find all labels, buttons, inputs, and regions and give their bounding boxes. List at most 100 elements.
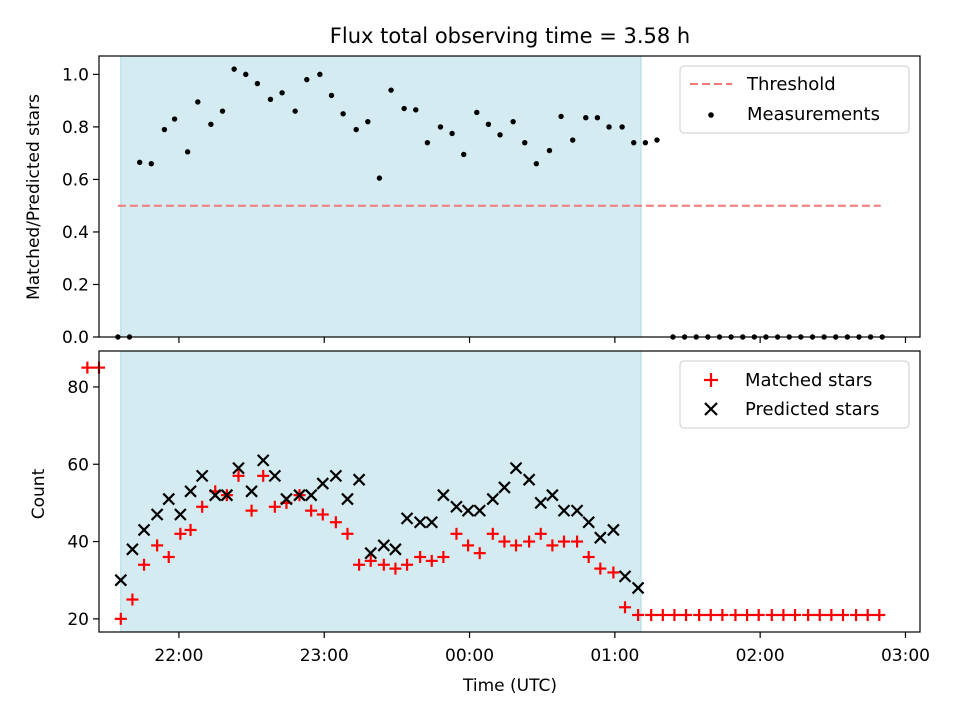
matched-point (850, 608, 863, 621)
matched-point (486, 527, 499, 540)
x-tick-label: 22:00 (154, 646, 203, 666)
measurement-point (631, 139, 637, 146)
matched-point (632, 608, 645, 621)
y-tick-label: 0.0 (62, 328, 89, 348)
predicted-point (232, 461, 245, 475)
matched-point (607, 566, 620, 579)
y-tick-label: 0.2 (62, 275, 89, 295)
predicted-point (498, 481, 511, 494)
measurement-point (558, 113, 564, 120)
measurement-point (594, 115, 601, 121)
y-axis-label-top: Matched/Predicted stars (24, 94, 44, 300)
predicted-point (245, 485, 258, 498)
matched-point (668, 608, 681, 621)
matched-point (813, 608, 826, 621)
matched-point (594, 562, 607, 575)
predicted-point (400, 512, 414, 525)
x-axis-label: Time (UTC) (462, 676, 557, 696)
x-axis-ticks-bottom: 22:00 23:00 00:00 01:00 02:00 03:00 (154, 632, 930, 666)
y-tick-label: 0.8 (62, 118, 89, 138)
measurement-point (533, 160, 540, 167)
matched-point (316, 508, 329, 521)
predicted-point (618, 570, 632, 583)
y-tick-label: 60 (67, 455, 89, 475)
x-axis-ticks-top (178, 337, 907, 343)
matched-point (257, 469, 270, 482)
measurement-point (304, 76, 310, 83)
measurement-point (522, 139, 528, 146)
measurement-point (365, 118, 371, 125)
matched-point (174, 527, 187, 540)
measurement-point (401, 105, 407, 112)
measurement-point (219, 108, 226, 114)
predicted-point (473, 504, 486, 517)
matched-point (825, 608, 838, 621)
y-tick-label: 80 (67, 378, 89, 398)
measurement-point (292, 108, 298, 114)
matched-point (656, 608, 669, 621)
predicted-point (425, 515, 439, 529)
matched-point (305, 504, 318, 517)
measurement-point (279, 90, 285, 96)
predicted-point (377, 539, 391, 552)
y-tick-label: 1.0 (62, 65, 89, 85)
y-axis-label-bottom: Count (29, 468, 49, 519)
predicted-point (522, 473, 536, 486)
predicted-point (162, 492, 176, 506)
matched-point (401, 558, 414, 571)
predicted-point (220, 488, 234, 502)
matched-point (151, 539, 164, 552)
predicted-point (184, 485, 197, 498)
legend-matched-label: Matched stars (745, 370, 872, 391)
observing-window-band-top (120, 55, 642, 338)
measurement-point (642, 139, 649, 146)
y-tick-label: 0.4 (62, 223, 89, 243)
legend-measurement-label: Measurements (747, 104, 880, 125)
predicted-point (570, 504, 584, 517)
predicted-point (509, 461, 523, 475)
predicted-point (174, 508, 187, 521)
predicted-point (389, 543, 402, 556)
legend-threshold-label: Threshold (746, 74, 836, 95)
legend-top: Threshold Measurements (679, 65, 910, 134)
measurement-point (184, 149, 191, 155)
predicted-point (582, 515, 595, 529)
matched-point (473, 547, 486, 560)
measurement-point (208, 121, 214, 127)
predicted-point (557, 504, 571, 517)
measurement-point (148, 160, 155, 167)
matched-point (704, 608, 717, 621)
x-tick-label: 23:00 (300, 646, 349, 666)
measurement-point (136, 159, 143, 166)
measurement-point (654, 137, 660, 143)
matched-point (645, 608, 658, 621)
measurement-point (231, 66, 237, 72)
plot-frame-top (98, 55, 921, 338)
y-tick-label: 20 (67, 610, 89, 630)
matched-point (341, 527, 354, 540)
matched-star-points (81, 361, 886, 625)
measurement-point (583, 115, 589, 121)
matched-point (81, 361, 94, 374)
measurement-point (485, 121, 492, 127)
predicted-point (150, 508, 164, 521)
matched-point (752, 608, 765, 621)
matched-point (329, 516, 342, 529)
matched-point (523, 535, 536, 548)
matched-point (510, 539, 523, 552)
x-tick-label: 02:00 (736, 646, 785, 666)
matched-point (184, 523, 197, 536)
matched-point (619, 601, 632, 614)
predicted-point (450, 500, 463, 514)
matched-point (377, 558, 390, 571)
matched-point (353, 558, 366, 571)
matched-point (680, 608, 693, 621)
matched-point (364, 554, 377, 567)
measurement-point (317, 71, 323, 78)
measurement-point (243, 71, 249, 78)
predicted-point (195, 469, 209, 483)
matched-point (546, 539, 559, 552)
legend-predicted-swatch (704, 402, 718, 416)
measurement-point (254, 80, 261, 87)
measurement-point (424, 139, 431, 146)
